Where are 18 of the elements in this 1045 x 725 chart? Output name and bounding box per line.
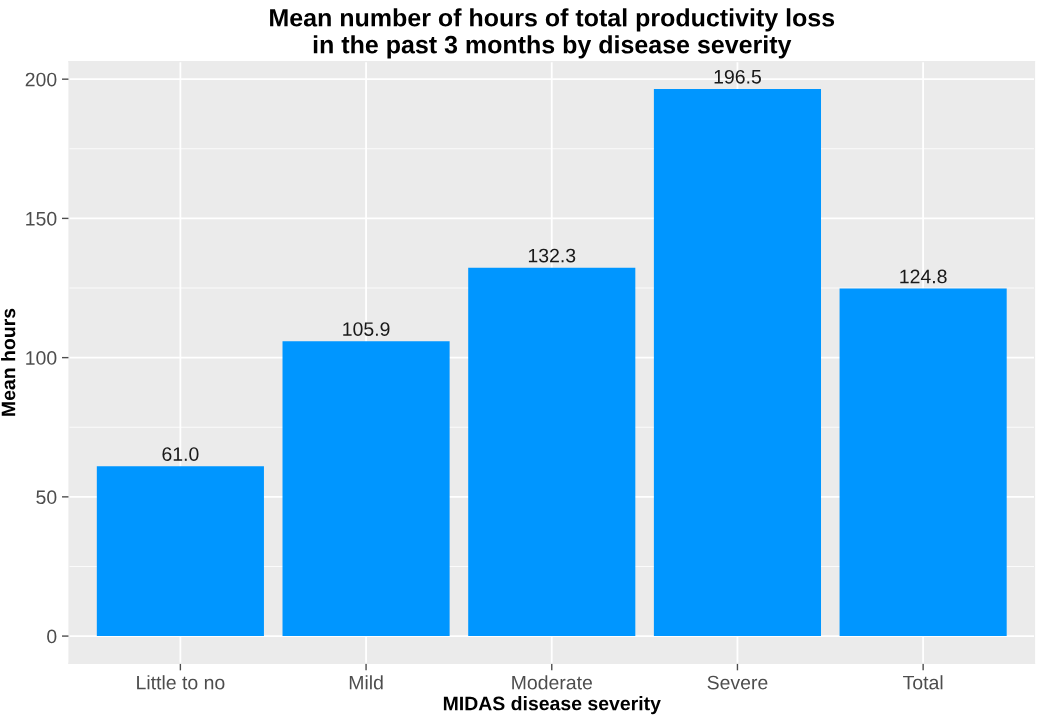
x-tick-label: Mild (349, 675, 383, 690)
y-tick-label: 200 (25, 72, 57, 87)
y-tick-label: 50 (36, 490, 57, 505)
chart-title: Mean number of hours of total productivity loss in the past 3 months by disease severity (270, 8, 835, 59)
x-tick-label: Total (903, 675, 943, 690)
data-label: 196.5 (714, 69, 761, 84)
x-tick-label: Little to no (137, 675, 225, 690)
data-label: 124.8 (900, 269, 947, 284)
x-tick-label: Severe (707, 675, 768, 690)
data-label: 105.9 (343, 322, 390, 336)
x-tick-label: Moderate (512, 675, 592, 690)
y-tick-label: 0 (47, 629, 57, 644)
x-axis-title: MIDAS disease severity (443, 696, 661, 715)
y-tick-label: 100 (26, 351, 57, 365)
y-tick-label: 150 (26, 211, 57, 226)
y-axis-title: Mean hours (1, 308, 16, 416)
data-label: 61.0 (162, 447, 199, 461)
data-label: 132.3 (528, 248, 576, 263)
